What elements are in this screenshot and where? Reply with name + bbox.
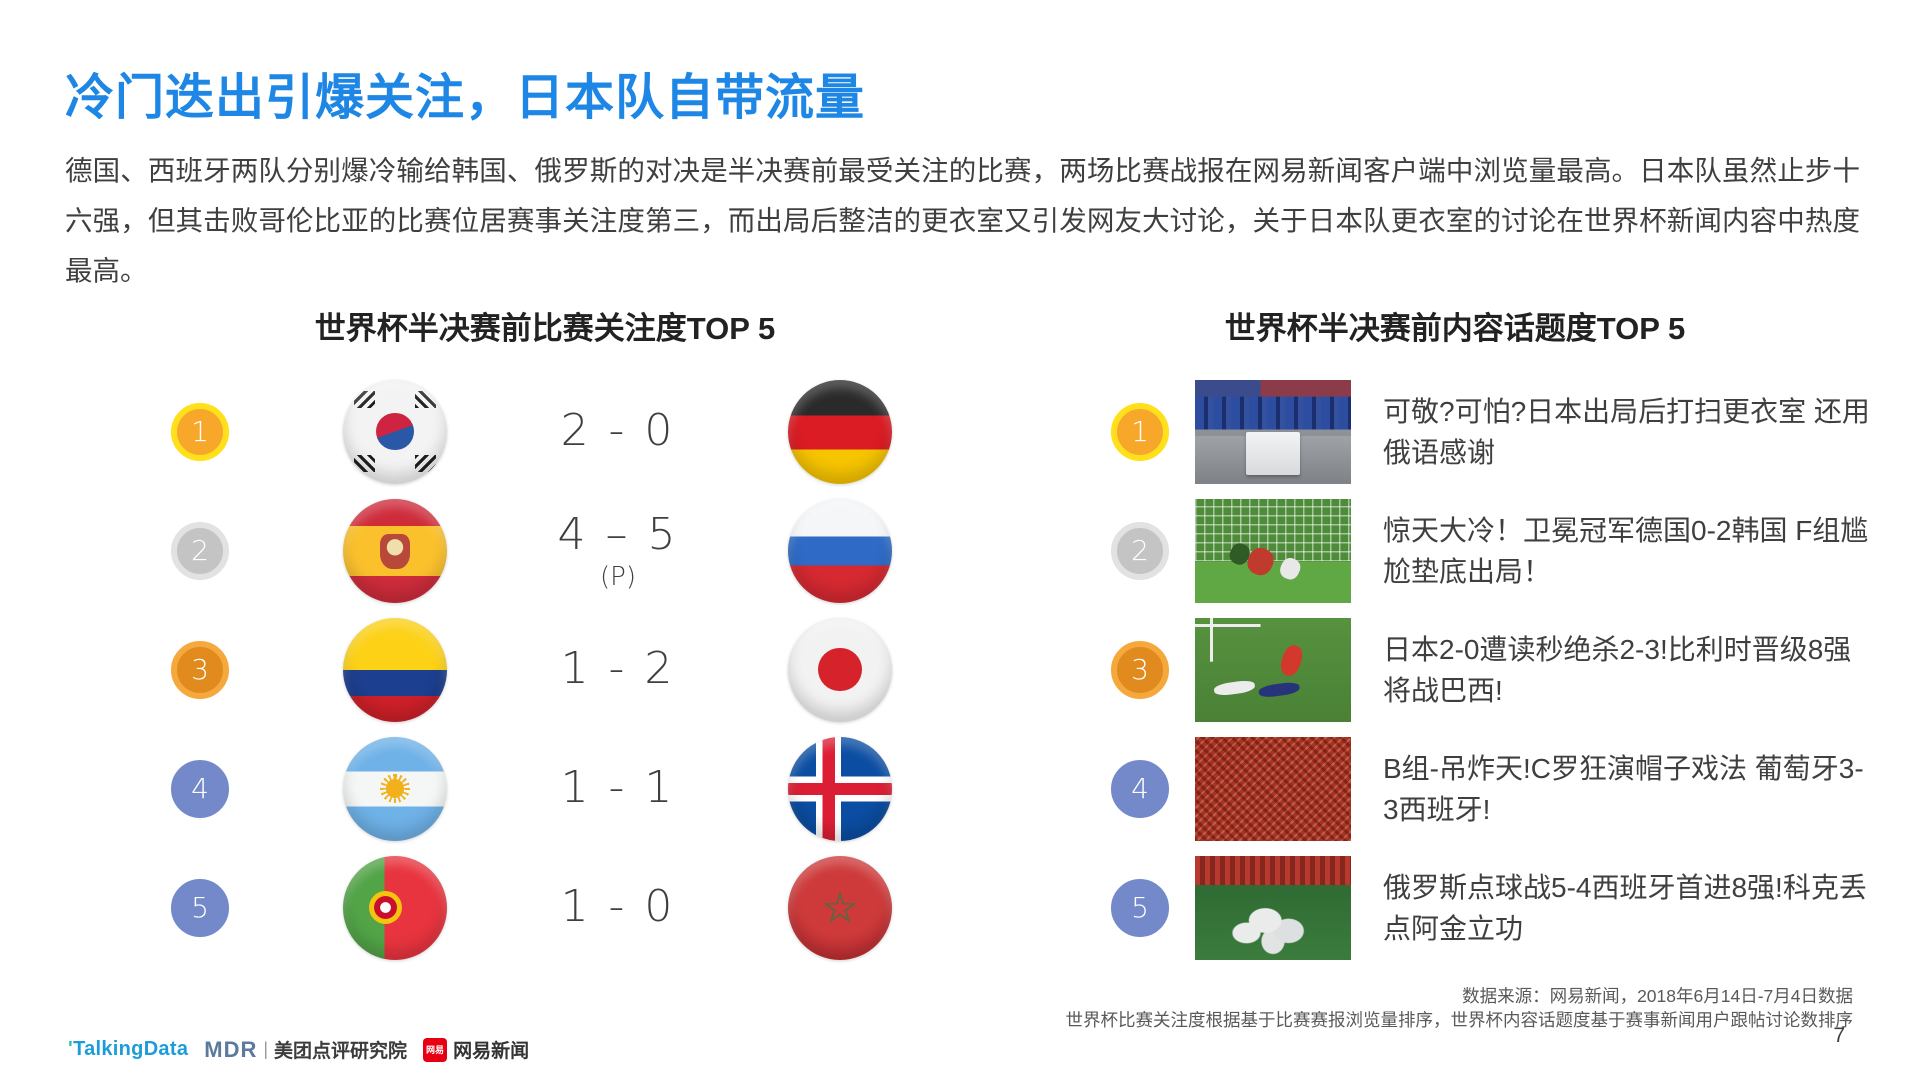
rank-number: 3 (191, 653, 209, 686)
score-block: 1 - 1 (561, 762, 676, 815)
score-block: 4 – 5 (P) (558, 509, 679, 592)
talkingdata-tick-icon: ' (68, 1038, 74, 1060)
rank-3-medal-icon: 3 (1111, 640, 1169, 699)
rank-number: 2 (1131, 534, 1149, 567)
talkingdata-logo: 'TalkingData (68, 1038, 189, 1060)
data-source-note: 数据来源：网易新闻，2018年6月14日-7月4日数据 世界杯比赛关注度根据基于… (1066, 984, 1854, 1032)
netease-badge-icon: 网易 (423, 1037, 448, 1062)
match-score: 1 - 1 (560, 762, 676, 813)
score-block: 1 - 0 (561, 881, 676, 934)
news-row-2: 2 惊天大冷！卫冕冠军德国0-2韩国 F组尴尬垫底出局！ (1085, 491, 1885, 610)
rank-5-badge: 5 (171, 878, 229, 937)
news-headline: 俄罗斯点球战5-4西班牙首进8强!科克丢点阿金立功 (1383, 871, 1867, 944)
rank-number: 4 (1131, 772, 1149, 805)
news-row-5: 5 俄罗斯点球战5-4西班牙首进8强!科克丢点阿金立功 (1085, 848, 1885, 967)
data-source-line1: 数据来源：网易新闻，2018年6月14日-7月4日数据 (1462, 986, 1853, 1006)
score-block: 1 - 2 (561, 643, 676, 696)
away-team-flag-icon (788, 379, 892, 484)
match-row-4: 4 1 - 1 (130, 729, 964, 848)
match-score: 2 - 0 (560, 405, 676, 456)
away-team-flag-icon (788, 617, 892, 722)
news-headline: 可敬?可怕?日本出局后打扫更衣室 还用俄语感谢 (1383, 395, 1870, 468)
page-title: 冷门迭出引爆关注，日本队自带流量 (65, 71, 866, 125)
footer-logos: 'TalkingData MDR | 美团点评研究院 网易 网易新闻 (68, 1036, 529, 1063)
news-thumbnail (1195, 736, 1351, 841)
rank-number: 1 (191, 415, 209, 448)
match-score: 1 - 2 (560, 643, 676, 694)
match-row-1: 1 2 - 0 (130, 372, 964, 491)
rank-number: 3 (1131, 653, 1149, 686)
news-headline: B组-吊炸天!C罗狂演帽子戏法 葡萄牙3-3西班牙! (1383, 752, 1864, 825)
away-team-flag-icon (788, 855, 892, 960)
match-row-3: 3 1 - 2 (130, 610, 964, 729)
news-headline: 日本2-0遭读秒绝杀2-3!比利时晋级8强将战巴西! (1383, 633, 1852, 706)
news-row-3: 3 日本2-0遭读秒绝杀2-3!比利时晋级8强将战巴西! (1085, 610, 1885, 729)
meituan-research-logo: MDR | 美团点评研究院 (204, 1036, 407, 1063)
home-team-flag-icon (343, 617, 447, 722)
rank-2-medal-icon: 2 (1111, 521, 1169, 580)
netease-news-logo: 网易 网易新闻 (423, 1036, 529, 1063)
intro-paragraph: 德国、西班牙两队分别爆冷输给韩国、俄罗斯的对决是半决赛前最受关注的比赛，两场比赛… (65, 155, 1860, 286)
rank-1-medal-icon: 1 (1111, 402, 1169, 461)
home-team-flag-icon (343, 855, 447, 960)
rank-5-badge: 5 (1111, 878, 1169, 937)
mdr-logo: MDR (204, 1036, 258, 1062)
home-team-flag-icon (343, 498, 447, 603)
match-row-2: 2 4 – 5 (P) (130, 491, 964, 610)
data-source-line2: 世界杯比赛关注度根据基于比赛赛报浏览量排序，世界杯内容话题度基于赛事新闻用户跟帖… (1065, 1010, 1854, 1030)
match-row-5: 5 1 - 0 (130, 848, 964, 967)
news-headline: 惊天大冷！卫冕冠军德国0-2韩国 F组尴尬垫底出局！ (1383, 514, 1869, 587)
news-ranking-list: 1 可敬?可怕?日本出局后打扫更衣室 还用俄语感谢 2 惊天大冷！卫冕冠军德国0… (1085, 372, 1885, 967)
match-score: 4 – 5 (557, 509, 679, 560)
news-thumbnail (1195, 379, 1351, 484)
meituan-research-label: 美团点评研究院 (274, 1041, 408, 1062)
match-ranking-list: 1 2 - 0 2 4 – 5 (P) 3 1 - 2 (130, 372, 964, 967)
news-thumbnail (1195, 498, 1351, 603)
score-note: (P) (600, 562, 636, 592)
home-team-flag-icon (343, 736, 447, 841)
match-score: 1 - 0 (560, 881, 676, 932)
news-row-4: 4 B组-吊炸天!C罗狂演帽子戏法 葡萄牙3-3西班牙! (1085, 729, 1885, 848)
rank-number: 1 (1131, 415, 1149, 448)
away-team-flag-icon (788, 736, 892, 841)
left-panel-heading: 世界杯半决赛前比赛关注度TOP 5 (314, 311, 776, 346)
page-number: 7 (1833, 1024, 1845, 1047)
news-thumbnail (1195, 855, 1351, 960)
score-block: 2 - 0 (561, 405, 676, 458)
news-thumbnail (1195, 617, 1351, 722)
home-team-flag-icon (343, 379, 447, 484)
rank-2-medal-icon: 2 (171, 521, 229, 580)
rank-4-badge: 4 (171, 759, 229, 818)
rank-3-medal-icon: 3 (171, 640, 229, 699)
right-panel-heading: 世界杯半决赛前内容话题度TOP 5 (1224, 311, 1686, 346)
rank-4-badge: 4 (1111, 759, 1169, 818)
rank-number: 5 (1131, 891, 1149, 924)
rank-number: 2 (191, 534, 209, 567)
rank-number: 4 (191, 772, 209, 805)
logo-divider: | (263, 1039, 269, 1059)
netease-news-label: 网易新闻 (453, 1041, 530, 1062)
away-team-flag-icon (788, 498, 892, 603)
rank-number: 5 (191, 891, 209, 924)
rank-1-medal-icon: 1 (171, 402, 229, 461)
news-row-1: 1 可敬?可怕?日本出局后打扫更衣室 还用俄语感谢 (1085, 372, 1885, 491)
